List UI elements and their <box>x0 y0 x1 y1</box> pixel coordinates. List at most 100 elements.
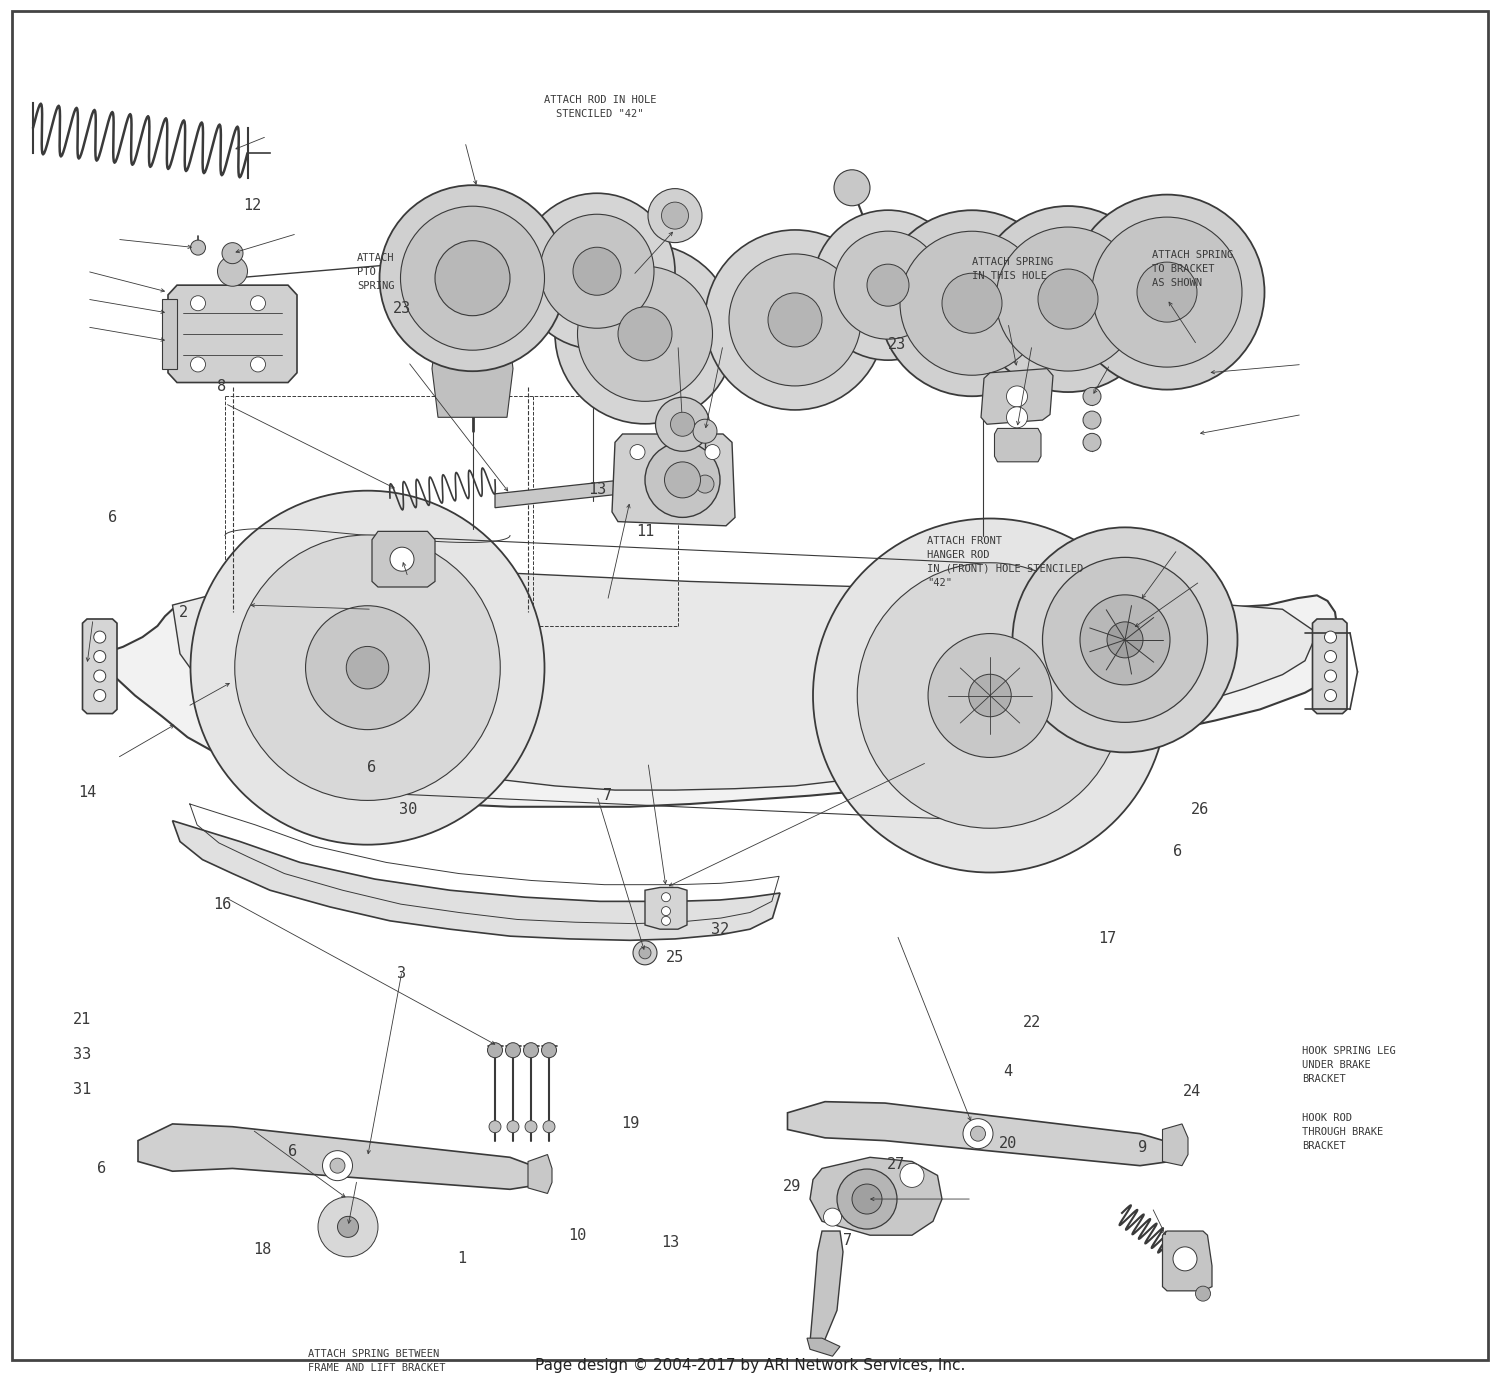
Polygon shape <box>994 428 1041 462</box>
Circle shape <box>578 266 712 402</box>
Polygon shape <box>645 887 687 929</box>
Polygon shape <box>172 573 1317 790</box>
Polygon shape <box>172 821 780 940</box>
Polygon shape <box>788 1102 1173 1166</box>
Polygon shape <box>495 480 622 508</box>
Polygon shape <box>1162 1231 1212 1291</box>
Circle shape <box>318 1196 378 1257</box>
Circle shape <box>633 940 657 965</box>
Text: ARI: ARI <box>591 586 909 750</box>
Circle shape <box>190 241 206 255</box>
Circle shape <box>969 675 1011 716</box>
Text: 11: 11 <box>636 524 654 538</box>
Circle shape <box>867 264 909 306</box>
Circle shape <box>330 1159 345 1173</box>
Text: 12: 12 <box>243 199 261 213</box>
Circle shape <box>975 206 1161 392</box>
Polygon shape <box>162 299 177 369</box>
Text: 24: 24 <box>1184 1085 1202 1099</box>
Circle shape <box>928 633 1052 758</box>
Circle shape <box>696 476 714 492</box>
Text: ATTACH
PTO
SPRING: ATTACH PTO SPRING <box>357 253 395 291</box>
Circle shape <box>942 273 1002 334</box>
Circle shape <box>190 491 544 844</box>
Text: 1: 1 <box>458 1252 466 1266</box>
Circle shape <box>346 647 388 689</box>
Text: 17: 17 <box>1098 932 1116 946</box>
Circle shape <box>1083 434 1101 451</box>
Circle shape <box>190 296 206 310</box>
Circle shape <box>326 1205 370 1249</box>
Polygon shape <box>810 1231 843 1346</box>
Circle shape <box>217 256 248 287</box>
Text: 20: 20 <box>999 1136 1017 1150</box>
Circle shape <box>618 307 672 360</box>
Text: Page design © 2004-2017 by ARI Network Services, Inc.: Page design © 2004-2017 by ARI Network S… <box>536 1359 964 1373</box>
Polygon shape <box>82 619 117 714</box>
Polygon shape <box>981 369 1053 424</box>
Polygon shape <box>372 531 435 587</box>
Text: 6: 6 <box>288 1145 297 1159</box>
Circle shape <box>834 170 870 206</box>
Circle shape <box>900 1163 924 1188</box>
Circle shape <box>555 243 735 424</box>
Text: 31: 31 <box>74 1082 92 1096</box>
Circle shape <box>768 294 822 346</box>
Text: 18: 18 <box>254 1242 272 1256</box>
Circle shape <box>1324 670 1336 682</box>
Circle shape <box>390 547 414 572</box>
Circle shape <box>879 210 1065 396</box>
Polygon shape <box>1312 619 1347 714</box>
Circle shape <box>705 230 885 410</box>
Circle shape <box>630 445 645 459</box>
Text: 25: 25 <box>666 950 684 964</box>
Circle shape <box>543 1121 555 1132</box>
Text: 2: 2 <box>178 605 188 619</box>
Circle shape <box>1324 690 1336 701</box>
Text: 19: 19 <box>621 1117 639 1131</box>
Circle shape <box>996 227 1140 371</box>
Text: HOOK ROD
THROUGH BRAKE
BRACKET: HOOK ROD THROUGH BRAKE BRACKET <box>1302 1113 1383 1150</box>
Circle shape <box>1324 651 1336 662</box>
Circle shape <box>1070 195 1264 389</box>
Polygon shape <box>528 1155 552 1193</box>
Text: 23: 23 <box>888 338 906 352</box>
Circle shape <box>729 255 861 385</box>
Circle shape <box>970 1127 986 1141</box>
Text: 23: 23 <box>393 302 411 316</box>
Circle shape <box>322 1150 352 1181</box>
Circle shape <box>1038 268 1098 330</box>
Text: 21: 21 <box>74 1013 92 1027</box>
Circle shape <box>338 1216 358 1238</box>
Circle shape <box>234 536 500 800</box>
Circle shape <box>1137 262 1197 323</box>
Circle shape <box>542 1043 556 1057</box>
Circle shape <box>1080 595 1170 684</box>
Text: ATTACH SPRING
TO BRACKET
AS SHOWN: ATTACH SPRING TO BRACKET AS SHOWN <box>1152 250 1233 288</box>
Circle shape <box>645 442 720 517</box>
Polygon shape <box>168 285 297 383</box>
Circle shape <box>540 214 654 328</box>
Text: 8: 8 <box>217 380 226 394</box>
Text: 7: 7 <box>603 789 612 803</box>
Text: ATTACH FRONT
HANGER ROD
IN (FRONT) HOLE STENCILED
"42": ATTACH FRONT HANGER ROD IN (FRONT) HOLE … <box>927 536 1083 587</box>
Circle shape <box>524 1043 538 1057</box>
Text: 10: 10 <box>568 1228 586 1242</box>
Circle shape <box>693 419 717 444</box>
Circle shape <box>519 193 675 349</box>
Text: 26: 26 <box>1191 803 1209 817</box>
Text: 6: 6 <box>98 1161 106 1175</box>
Circle shape <box>664 462 700 498</box>
Circle shape <box>1007 385 1028 408</box>
Text: 7: 7 <box>843 1234 852 1248</box>
Circle shape <box>1007 406 1028 428</box>
Circle shape <box>507 1121 519 1132</box>
Text: 6: 6 <box>368 761 376 775</box>
Circle shape <box>1092 217 1242 367</box>
Text: 22: 22 <box>1023 1015 1041 1029</box>
Circle shape <box>251 296 266 310</box>
Circle shape <box>662 202 688 230</box>
Text: ATTACH ROD IN HOLE
STENCILED "42": ATTACH ROD IN HOLE STENCILED "42" <box>543 95 657 118</box>
Circle shape <box>435 241 510 316</box>
Circle shape <box>813 519 1167 872</box>
